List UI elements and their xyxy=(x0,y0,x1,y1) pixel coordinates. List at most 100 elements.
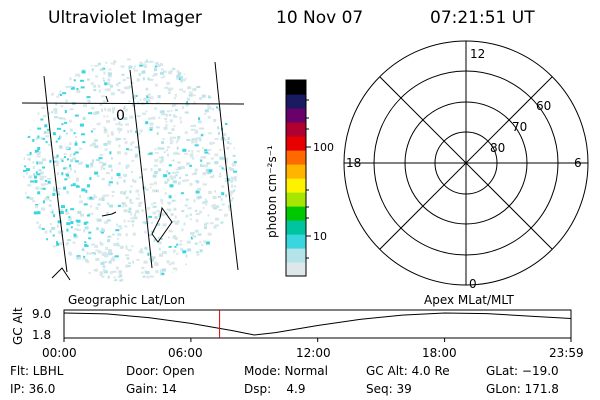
emission-pixel xyxy=(205,241,210,245)
emission-pixel xyxy=(90,107,95,110)
emission-pixel xyxy=(182,148,187,152)
emission-pixel xyxy=(102,194,106,198)
emission-pixel xyxy=(172,159,175,162)
emission-pixel xyxy=(188,94,193,97)
emission-pixel xyxy=(52,234,55,237)
emission-pixel xyxy=(84,241,87,244)
emission-pixel xyxy=(160,270,164,273)
emission-pixel xyxy=(44,244,48,247)
emission-pixel xyxy=(231,127,235,130)
emission-pixel xyxy=(91,212,94,215)
emission-pixel xyxy=(183,72,187,75)
emission-pixel xyxy=(215,205,220,209)
emission-pixel xyxy=(130,185,133,188)
emission-pixel xyxy=(138,203,142,207)
emission-pixel xyxy=(93,89,97,92)
emission-pixel xyxy=(118,131,121,134)
emission-pixel xyxy=(221,70,224,74)
emission-pixel xyxy=(174,237,178,240)
emission-pixel xyxy=(110,133,114,136)
emission-pixel xyxy=(95,249,100,252)
emission-pixel xyxy=(61,205,65,209)
emission-pixel xyxy=(36,173,41,176)
emission-pixel xyxy=(172,136,176,139)
emission-pixel xyxy=(54,85,58,89)
emission-pixel xyxy=(200,127,205,130)
emission-pixel xyxy=(218,132,220,135)
emission-pixel xyxy=(59,145,62,148)
emission-pixel xyxy=(32,166,35,169)
emission-pixel xyxy=(67,239,71,242)
emission-pixel xyxy=(50,87,54,91)
emission-pixel xyxy=(42,166,46,169)
emission-pixel xyxy=(31,99,36,103)
emission-pixel xyxy=(30,233,34,237)
emission-pixel xyxy=(202,183,207,186)
emission-pixel xyxy=(69,142,72,146)
emission-pixel xyxy=(120,90,125,94)
lat-label-80: 80 xyxy=(490,141,505,155)
emission-pixel xyxy=(127,220,131,223)
emission-pixel xyxy=(176,252,179,255)
emission-pixel xyxy=(124,190,127,193)
emission-pixel xyxy=(45,130,50,134)
emission-pixel xyxy=(124,108,128,112)
emission-pixel xyxy=(67,158,69,161)
emission-pixel xyxy=(103,79,106,82)
emission-pixel xyxy=(123,209,128,213)
emission-pixel xyxy=(166,149,169,152)
emission-pixel xyxy=(110,258,115,261)
emission-pixel xyxy=(159,253,163,257)
emission-pixel xyxy=(163,151,166,154)
emission-pixel xyxy=(201,134,203,137)
emission-pixel xyxy=(125,164,130,168)
emission-pixel xyxy=(224,226,228,229)
emission-pixel xyxy=(229,194,232,197)
emission-pixel xyxy=(134,213,136,217)
emission-pixel xyxy=(28,123,31,126)
emission-pixel xyxy=(221,241,224,244)
emission-pixel xyxy=(180,79,183,83)
emission-pixel xyxy=(38,96,41,99)
emission-pixel xyxy=(48,144,52,146)
emission-pixel xyxy=(135,130,137,133)
emission-pixel xyxy=(59,209,64,213)
emission-pixel xyxy=(154,216,158,220)
emission-pixel xyxy=(229,127,232,130)
x-tick-label: 23:59 xyxy=(549,346,584,360)
emission-pixel xyxy=(233,147,237,150)
emission-pixel xyxy=(133,69,138,72)
emission-pixel xyxy=(228,277,233,279)
emission-pixel xyxy=(145,121,149,125)
emission-pixel xyxy=(199,265,202,268)
emission-pixel xyxy=(70,208,75,211)
emission-pixel xyxy=(118,144,121,148)
emission-pixel xyxy=(194,268,197,272)
emission-pixel xyxy=(125,246,128,250)
emission-pixel xyxy=(96,59,99,62)
emission-pixel xyxy=(84,243,88,247)
emission-pixel xyxy=(227,244,230,248)
emission-pixel xyxy=(117,89,121,92)
emission-pixel xyxy=(131,141,135,144)
emission-pixel xyxy=(208,73,213,76)
lat-label-60: 60 xyxy=(536,99,551,113)
colorbar-unit-label: photon cm⁻²s⁻¹ xyxy=(265,145,279,238)
emission-pixel xyxy=(167,153,169,157)
emission-pixel xyxy=(37,94,40,97)
emission-pixel xyxy=(186,240,191,244)
emission-pixel xyxy=(71,67,75,71)
emission-pixel xyxy=(224,70,227,74)
emission-pixel xyxy=(121,73,125,76)
emission-pixel xyxy=(173,115,178,118)
emission-pixel xyxy=(81,133,85,136)
emission-pixel xyxy=(23,175,25,178)
emission-pixel xyxy=(224,231,228,233)
emission-pixel xyxy=(164,181,167,185)
colorbar-cell xyxy=(286,248,306,263)
emission-pixel xyxy=(123,219,126,223)
emission-pixel xyxy=(118,123,123,126)
emission-pixel xyxy=(163,251,167,254)
emission-pixel xyxy=(77,276,80,280)
emission-pixel xyxy=(210,248,215,251)
